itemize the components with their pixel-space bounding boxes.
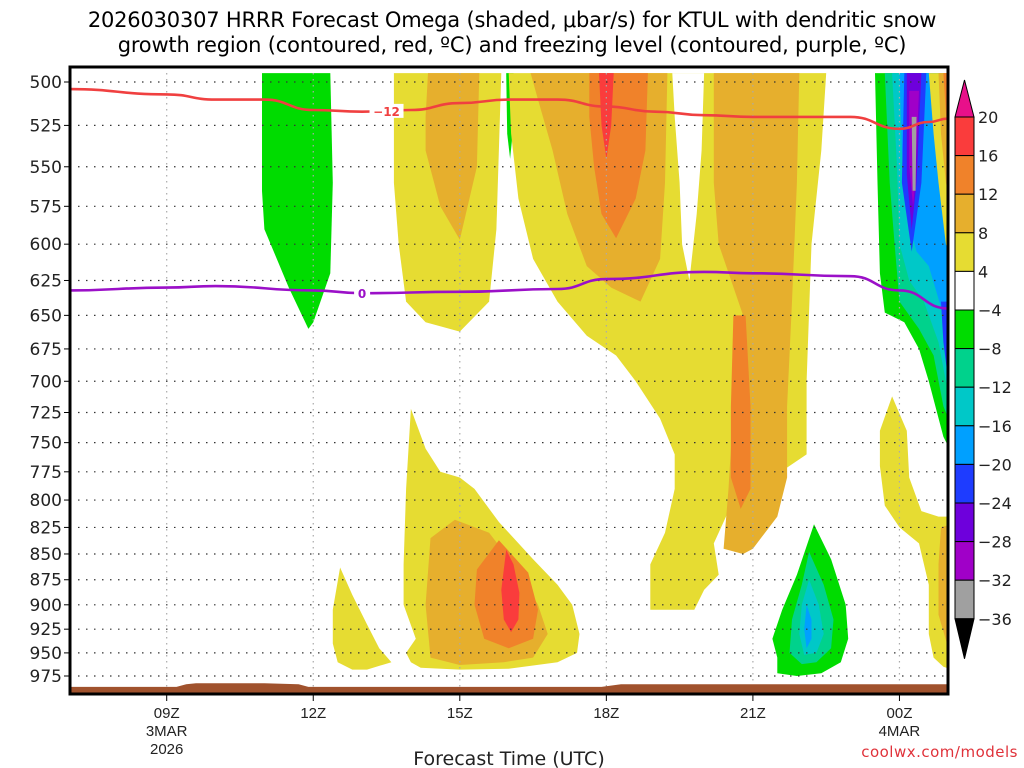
y-tick-label: 675 bbox=[30, 340, 62, 360]
chart-title-line-2: growth region (contoured, red, ºC) and f… bbox=[117, 33, 907, 57]
colorbar-label: 20 bbox=[978, 108, 998, 127]
colorbar-swatch bbox=[954, 463, 975, 504]
colorbar-label: 16 bbox=[978, 147, 998, 166]
colorbar-under-arrow bbox=[954, 618, 975, 659]
y-tick-label: 650 bbox=[30, 306, 62, 326]
x-tick-label: 15Z bbox=[447, 705, 473, 722]
grid-lines bbox=[70, 67, 948, 694]
colorbar-label: −4 bbox=[978, 301, 1002, 320]
colorbar: 20 16 12 8 4 −4 −8 −12 −16 −20 −24 −28 −32 −36 bbox=[954, 79, 1012, 659]
colorbar-swatch bbox=[954, 232, 975, 272]
omega-region-orange-region-01z bbox=[938, 525, 948, 648]
plot-frame bbox=[68, 65, 950, 696]
dgz-contour bbox=[70, 87, 948, 131]
omega-region-orange-core-14z bbox=[425, 73, 480, 240]
y-tick-label: 975 bbox=[30, 667, 62, 687]
omega-region-yellow-region-00z bbox=[879, 396, 948, 669]
x-tick-label: 00Z bbox=[887, 705, 913, 722]
colorbar-label: −16 bbox=[978, 417, 1012, 436]
colorbar-swatch bbox=[954, 309, 975, 350]
contour-label-background bbox=[354, 286, 371, 301]
colorbar-label: 4 bbox=[978, 262, 988, 281]
y-tick-label: 825 bbox=[30, 518, 62, 538]
y-tick-label: 900 bbox=[30, 596, 62, 616]
y-tick-label: 550 bbox=[30, 158, 62, 178]
dgz-label: −12 bbox=[373, 105, 400, 119]
x-axis-title: Forecast Time (UTC) bbox=[413, 748, 604, 768]
y-tick-label: 750 bbox=[30, 434, 62, 454]
terrain-surface bbox=[70, 683, 948, 694]
colorbar-label: −24 bbox=[978, 494, 1012, 513]
x-tick-label: 18Z bbox=[593, 705, 619, 722]
y-tick-label: 525 bbox=[30, 116, 62, 136]
y-tick-label: 725 bbox=[30, 403, 62, 423]
omega-region-green-column-11z bbox=[262, 73, 333, 329]
terrain-band bbox=[70, 683, 948, 694]
colorbar-label: −28 bbox=[978, 533, 1012, 552]
colorbar-swatch bbox=[954, 193, 975, 234]
y-tick-label: 800 bbox=[30, 491, 62, 511]
colorbar-over-arrow bbox=[954, 79, 975, 118]
y-tick-label: 775 bbox=[30, 463, 62, 483]
x-tick-label: 21Z bbox=[740, 705, 766, 722]
colorbar-swatch bbox=[954, 116, 975, 157]
omega-region-descent-blue2-00z bbox=[941, 301, 948, 379]
colorbar-swatch bbox=[954, 425, 975, 465]
colorbar-label: 8 bbox=[978, 224, 988, 243]
omega-region-descent-gray-00z bbox=[911, 116, 917, 191]
y-tick-label: 500 bbox=[30, 73, 62, 93]
temperature-contours: −12 0 bbox=[70, 87, 948, 310]
colorbar-swatch bbox=[954, 579, 975, 620]
y-axis: 500 525 550 575 600 625 650 675 700 725 750 775 800 8… bbox=[30, 73, 70, 687]
y-tick-label: 950 bbox=[30, 644, 62, 664]
colorbar-swatch bbox=[954, 270, 975, 311]
y-tick-label: 850 bbox=[30, 545, 62, 565]
freezing-level-label: 0 bbox=[358, 287, 366, 301]
colorbar-label: −36 bbox=[978, 610, 1012, 629]
y-tick-label: 625 bbox=[30, 271, 62, 291]
x-tick-label: 12Z bbox=[300, 705, 326, 722]
colorbar-swatch bbox=[954, 348, 975, 388]
y-tick-label: 600 bbox=[30, 235, 62, 255]
colorbar-swatch bbox=[954, 502, 975, 543]
y-tick-label: 925 bbox=[30, 620, 62, 640]
chart-title-line-1: 2026030307 HRRR Forecast Omega (shaded, … bbox=[87, 8, 937, 32]
x-tick-label: 09Z bbox=[154, 705, 180, 722]
omega-region-blue-core-22z bbox=[804, 604, 812, 649]
colorbar-label: 12 bbox=[978, 185, 998, 204]
y-tick-label: 700 bbox=[30, 372, 62, 392]
contour-label-background bbox=[369, 103, 404, 118]
credit-link[interactable]: coolwx.com/models bbox=[861, 743, 1018, 761]
colorbar-swatch bbox=[954, 541, 975, 581]
x-tick-label: 2026 bbox=[150, 741, 183, 758]
colorbar-label: −20 bbox=[978, 455, 1012, 474]
y-tick-label: 875 bbox=[30, 571, 62, 591]
y-tick-label: 575 bbox=[30, 197, 62, 217]
colorbar-swatch bbox=[954, 386, 975, 427]
colorbar-label: −8 bbox=[978, 340, 1002, 359]
colorbar-label: −32 bbox=[978, 571, 1012, 590]
x-tick-label: 4MAR bbox=[879, 723, 921, 740]
omega-region-red-core-16z bbox=[501, 549, 520, 633]
omega-region-dark-orange-column-21z bbox=[730, 315, 751, 509]
omega-region-white-notch-19z bbox=[672, 73, 705, 281]
colorbar-swatch bbox=[954, 155, 975, 195]
chart-title: 2026030307 HRRR Forecast Omega (shaded, … bbox=[0, 8, 1024, 58]
colorbar-label: −12 bbox=[978, 378, 1012, 397]
x-tick-label: 3MAR bbox=[146, 723, 188, 740]
omega-region-yellow-blob-13z bbox=[332, 567, 392, 670]
freezing-level-contour bbox=[70, 270, 948, 310]
